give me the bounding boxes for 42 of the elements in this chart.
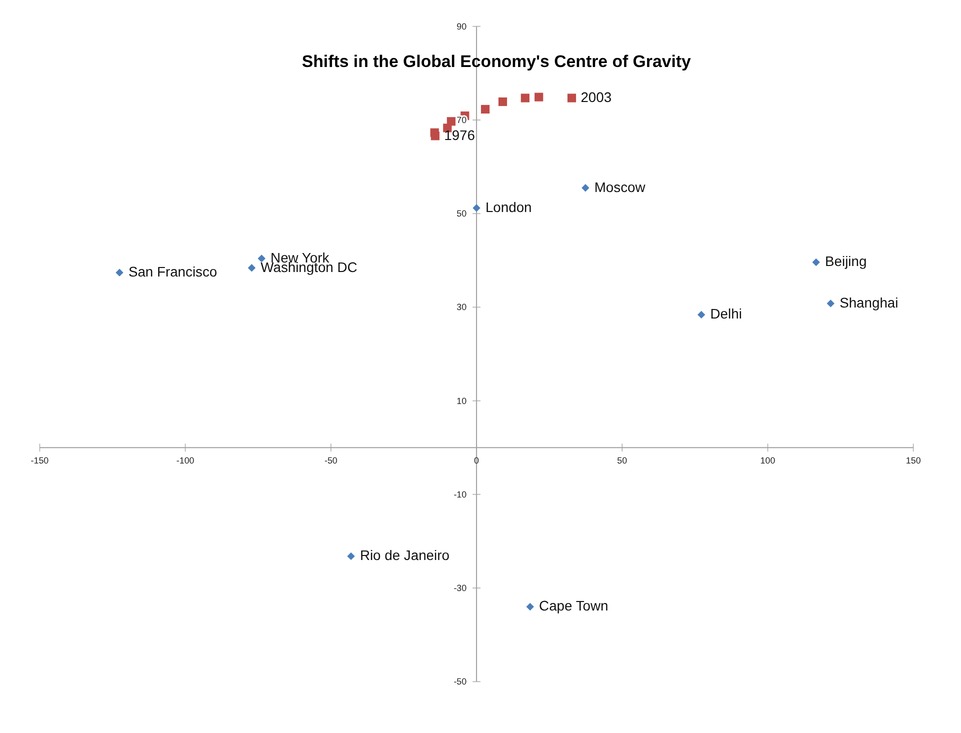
point [698,310,706,319]
annotation: London [485,198,532,215]
annotation: Beijing [825,253,867,270]
annotation: San Francisco [128,264,218,280]
x-tick-label: -100 [176,455,194,466]
y-tick-label: 90 [456,21,467,32]
point [582,184,590,192]
y-tick-label: 50 [456,208,467,219]
point [258,254,266,262]
point [498,97,508,106]
annotation: Rio de Janeiro [360,547,450,564]
point [248,264,256,272]
x-tick-label: 50 [617,455,628,466]
point [567,94,576,102]
point [826,300,834,308]
point [446,117,456,126]
text: Shifts in the Global Economy's Centre of Gravity [302,52,692,72]
annotation: Delhi [710,306,742,322]
y-tick-label: -30 [454,582,467,593]
y-tick-label: -50 [454,676,467,687]
point [534,92,544,102]
annotation: Cape Town [539,598,608,614]
point [526,602,534,611]
y-tick-label: 30 [456,302,467,312]
point [347,552,355,560]
point [520,94,530,102]
x-tick-label: -150 [30,455,49,466]
point [812,258,820,266]
x-tick-label: -50 [324,455,338,466]
point [472,204,480,212]
x-tick-label: 150 [906,455,921,466]
annotation: Moscow [594,178,646,195]
annotation: 1976 [444,126,476,143]
y-tick-label: -10 [454,489,467,500]
point [116,268,124,276]
annotation: 2003 [580,88,612,105]
y-tick-label: 10 [456,396,467,406]
annotation: Shanghai [840,294,898,310]
x-tick-label: 100 [760,455,776,466]
point [480,104,490,114]
point [430,128,439,137]
x-tick-label: 0 [474,455,480,466]
